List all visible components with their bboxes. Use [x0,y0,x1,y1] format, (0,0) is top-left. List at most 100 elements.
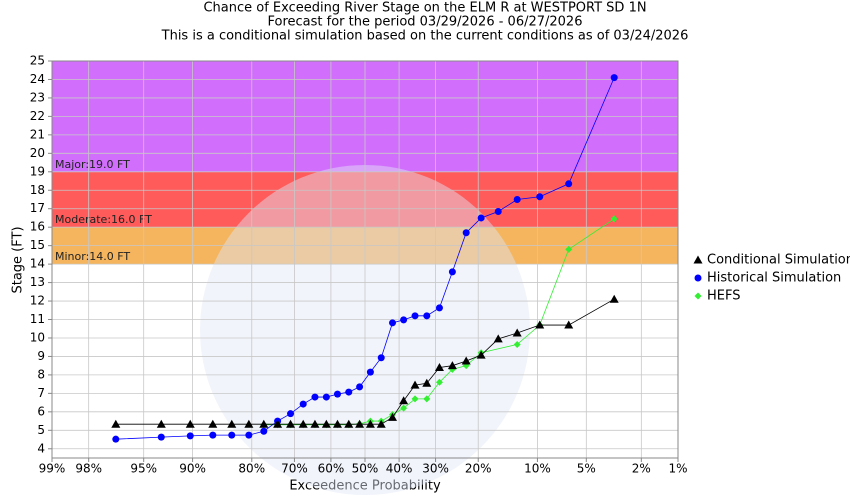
y-tick-label: 22 [30,109,45,123]
data-point [388,412,398,421]
data-point [565,180,573,188]
y-tick-label: 5 [37,423,45,437]
data-point [311,393,319,401]
y-tick-label: 19 [30,164,45,178]
data-point [333,390,341,398]
data-point [259,419,269,428]
y-tick-label: 7 [37,386,45,400]
data-point [156,419,166,428]
x-tick-label: 30% [422,462,449,476]
data-point [447,361,457,370]
data-point [462,229,470,237]
y-tick-label: 21 [30,127,45,141]
legend-label: Historical Simulation [707,271,841,286]
y-tick-label: 10 [30,330,45,344]
data-point [322,393,330,401]
data-point [609,294,619,303]
legend-label: Conditional Simulation [707,253,850,268]
data-point [513,195,521,203]
x-tick-label: 90% [179,462,206,476]
data-point [461,356,471,365]
flood-band-label: Major:19.0 FT [55,158,130,171]
data-point [411,395,419,403]
data-point [535,320,545,329]
y-tick-label: 25 [30,54,45,68]
data-point [365,419,375,428]
x-tick-label: 10% [524,462,551,476]
data-point [513,340,521,348]
data-point [422,378,432,387]
y-tick-label: 18 [30,183,45,197]
data-point [476,350,486,359]
legend-marker [694,274,702,282]
y-tick-label: 17 [30,201,45,215]
x-tick-label: 1% [668,462,687,476]
y-tick-label: 9 [37,349,45,363]
data-point [423,395,431,403]
data-point [287,410,295,418]
x-tick-label: 2% [632,462,651,476]
data-point [536,193,544,201]
data-point [355,419,365,428]
x-tick-label: 80% [238,462,265,476]
data-point [610,74,618,82]
data-point [435,378,443,386]
x-tick-label: 40% [386,462,413,476]
data-point [448,268,456,276]
data-point [564,320,574,329]
data-point [298,419,308,428]
data-point [260,427,268,435]
data-point [610,215,618,223]
data-point [400,404,408,412]
plot-area [111,74,619,443]
data-point [389,319,397,327]
y-tick-label: 12 [30,294,45,308]
y-tick-label: 8 [37,367,45,381]
legend-marker [694,292,702,300]
data-point [494,207,502,215]
chart-title: Chance of Exceeding River Stage on the E… [203,1,646,16]
data-point [227,419,237,428]
legend: Conditional Simulation Historical Simulat… [693,253,850,304]
data-point [477,214,485,222]
y-axis-label: Stage (FT) [11,226,26,293]
data-point [345,388,353,396]
data-point [310,419,320,428]
data-point [410,380,420,389]
x-tick-label: 20% [465,462,492,476]
y-tick-label: 4 [37,441,45,455]
y-tick-label: 24 [30,72,45,86]
data-point [112,435,120,443]
data-point [208,419,218,428]
x-axis-label: Exceedence Probability [289,479,441,494]
data-point [332,419,342,428]
x-tick-label: 98% [75,462,102,476]
data-point [299,400,307,408]
data-point [366,368,374,376]
y-tick-label: 11 [30,312,45,326]
data-point [321,419,331,428]
y-tick-label: 14 [30,257,45,271]
data-point [435,304,443,312]
x-tick-label: 50% [352,462,379,476]
data-point [423,312,431,320]
data-point [157,433,165,441]
y-tick-label: 6 [37,404,45,418]
data-point [273,419,283,428]
data-point [286,419,296,428]
flood-band-label: Minor:14.0 FT [55,250,130,263]
data-point [244,419,254,428]
chart-subtitle: Forecast for the period 03/29/2026 - 06/… [268,15,583,30]
data-point [245,431,253,439]
data-point [377,354,385,362]
x-tick-label: 95% [130,462,157,476]
x-tick-label: 5% [577,462,596,476]
y-tick-label: 23 [30,90,45,104]
data-point [512,328,522,337]
y-tick-label: 15 [30,238,45,252]
chart-note: This is a conditional simulation based o… [161,29,689,44]
y-tick-label: 20 [30,146,45,160]
data-point [399,396,409,405]
data-point [565,245,573,253]
legend-label: HEFS [707,289,741,304]
